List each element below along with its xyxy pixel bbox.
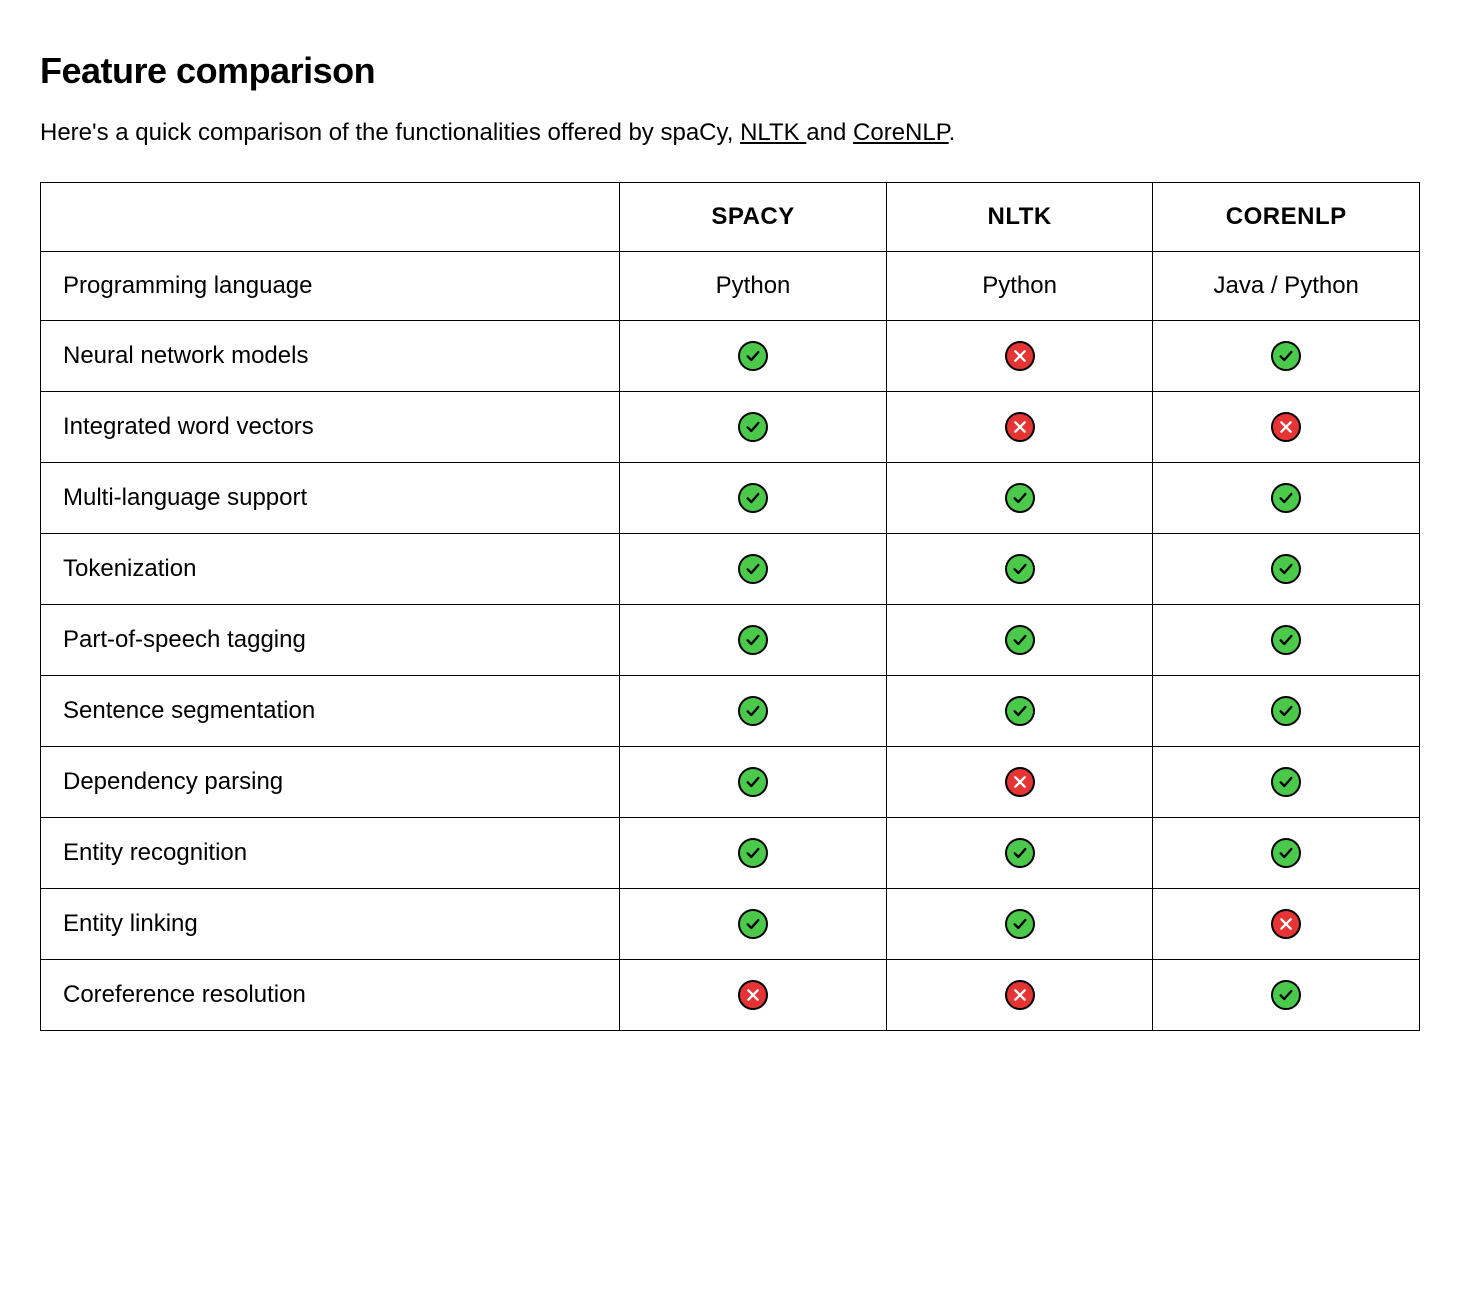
check-icon (1005, 483, 1035, 513)
table-row: Entity recognition (41, 817, 1420, 888)
intro-text: Here's a quick comparison of the functio… (40, 116, 1420, 150)
feature-name-cell: Coreference resolution (41, 959, 620, 1030)
intro-suffix: . (949, 119, 956, 146)
value-cell-corenlp (1153, 746, 1420, 817)
check-icon (738, 554, 768, 584)
check-icon (738, 625, 768, 655)
value-cell-nltk (886, 675, 1153, 746)
value-cell-spacy (620, 675, 887, 746)
value-cell-spacy (620, 746, 887, 817)
nltk-link[interactable]: NLTK (740, 119, 806, 146)
cross-icon (1271, 412, 1301, 442)
header-feature (41, 182, 620, 251)
check-icon (1271, 341, 1301, 371)
check-icon (1271, 696, 1301, 726)
value-cell-spacy (620, 817, 887, 888)
value-cell-corenlp (1153, 320, 1420, 391)
value-cell-nltk (886, 533, 1153, 604)
check-icon (1271, 483, 1301, 513)
check-icon (1271, 625, 1301, 655)
check-icon (738, 412, 768, 442)
table-row: Part-of-speech tagging (41, 604, 1420, 675)
cross-icon (1271, 909, 1301, 939)
value-cell-nltk (886, 888, 1153, 959)
table-row: Sentence segmentation (41, 675, 1420, 746)
value-cell-nltk (886, 746, 1153, 817)
value-cell-spacy (620, 959, 887, 1030)
value-cell-corenlp (1153, 533, 1420, 604)
value-cell-spacy (620, 462, 887, 533)
value-cell-spacy (620, 888, 887, 959)
value-cell-nltk (886, 604, 1153, 675)
value-cell-corenlp (1153, 391, 1420, 462)
check-icon (1271, 838, 1301, 868)
check-icon (1005, 909, 1035, 939)
table-row: Multi-language support (41, 462, 1420, 533)
feature-name-cell: Integrated word vectors (41, 391, 620, 462)
value-cell-nltk (886, 391, 1153, 462)
intro-mid: and (806, 119, 853, 146)
value-cell-corenlp (1153, 817, 1420, 888)
value-cell-corenlp: Java / Python (1153, 251, 1420, 320)
table-row: Programming languagePythonPythonJava / P… (41, 251, 1420, 320)
feature-name-cell: Tokenization (41, 533, 620, 604)
value-cell-spacy (620, 320, 887, 391)
table-row: Neural network models (41, 320, 1420, 391)
value-cell-nltk (886, 462, 1153, 533)
check-icon (1005, 554, 1035, 584)
cross-icon (1005, 980, 1035, 1010)
check-icon (1005, 838, 1035, 868)
check-icon (1271, 767, 1301, 797)
value-cell-spacy (620, 533, 887, 604)
value-cell-nltk: Python (886, 251, 1153, 320)
feature-name-cell: Dependency parsing (41, 746, 620, 817)
header-nltk: NLTK (886, 182, 1153, 251)
check-icon (738, 767, 768, 797)
value-cell-corenlp (1153, 462, 1420, 533)
feature-name-cell: Part-of-speech tagging (41, 604, 620, 675)
feature-name-cell: Multi-language support (41, 462, 620, 533)
feature-name-cell: Sentence segmentation (41, 675, 620, 746)
value-cell-spacy: Python (620, 251, 887, 320)
value-cell-nltk (886, 959, 1153, 1030)
value-cell-corenlp (1153, 604, 1420, 675)
page-title: Feature comparison (40, 50, 1420, 92)
feature-comparison-table: SPACY NLTK CORENLP Programming languageP… (40, 182, 1420, 1031)
header-spacy: SPACY (620, 182, 887, 251)
value-cell-nltk (886, 817, 1153, 888)
check-icon (1005, 625, 1035, 655)
table-row: Dependency parsing (41, 746, 1420, 817)
check-icon (738, 909, 768, 939)
cross-icon (1005, 412, 1035, 442)
check-icon (738, 838, 768, 868)
check-icon (1271, 980, 1301, 1010)
value-cell-corenlp (1153, 959, 1420, 1030)
value-cell-nltk (886, 320, 1153, 391)
feature-name-cell: Programming language (41, 251, 620, 320)
feature-name-cell: Neural network models (41, 320, 620, 391)
table-row: Coreference resolution (41, 959, 1420, 1030)
feature-name-cell: Entity linking (41, 888, 620, 959)
value-cell-corenlp (1153, 888, 1420, 959)
check-icon (738, 696, 768, 726)
value-cell-spacy (620, 604, 887, 675)
corenlp-link[interactable]: CoreNLP (853, 119, 949, 146)
check-icon (1271, 554, 1301, 584)
check-icon (738, 483, 768, 513)
intro-prefix: Here's a quick comparison of the functio… (40, 119, 740, 146)
table-row: Tokenization (41, 533, 1420, 604)
cross-icon (1005, 341, 1035, 371)
feature-name-cell: Entity recognition (41, 817, 620, 888)
value-cell-corenlp (1153, 675, 1420, 746)
cross-icon (738, 980, 768, 1010)
value-cell-spacy (620, 391, 887, 462)
check-icon (738, 341, 768, 371)
header-corenlp: CORENLP (1153, 182, 1420, 251)
table-row: Entity linking (41, 888, 1420, 959)
check-icon (1005, 696, 1035, 726)
table-row: Integrated word vectors (41, 391, 1420, 462)
cross-icon (1005, 767, 1035, 797)
table-header-row: SPACY NLTK CORENLP (41, 182, 1420, 251)
